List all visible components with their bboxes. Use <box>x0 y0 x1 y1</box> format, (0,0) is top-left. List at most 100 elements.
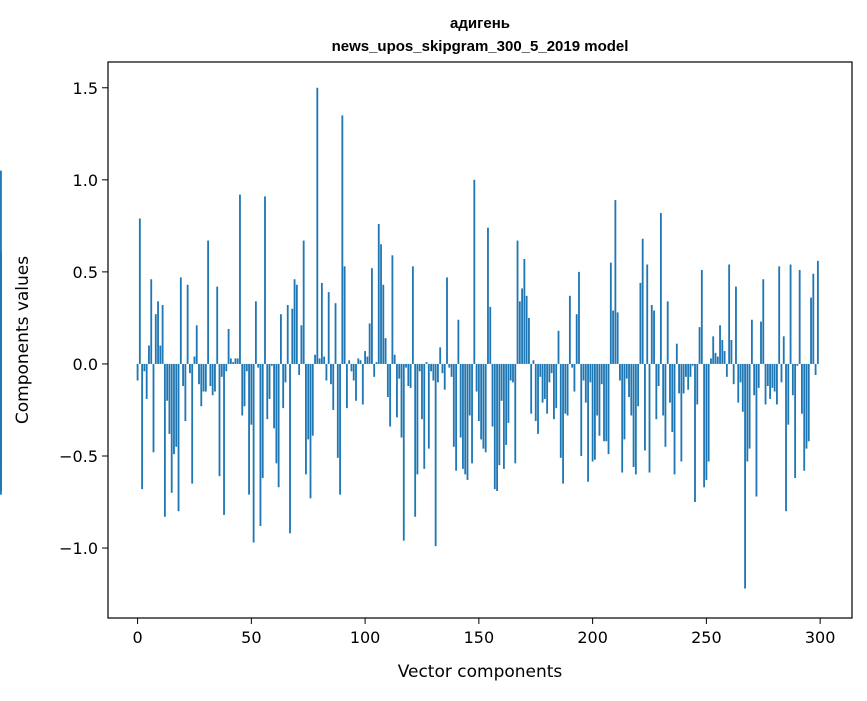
bar <box>512 364 514 382</box>
bar <box>225 364 227 371</box>
bar <box>198 364 200 384</box>
bar <box>166 364 168 401</box>
bar <box>501 364 503 401</box>
bar <box>612 311 614 364</box>
bar <box>398 364 400 379</box>
bar <box>624 364 626 439</box>
bar <box>530 364 532 414</box>
bar <box>212 364 214 395</box>
bar <box>783 336 785 364</box>
bar <box>630 364 632 416</box>
bar <box>496 364 498 491</box>
bar <box>669 364 671 403</box>
bar <box>157 301 159 364</box>
bar <box>189 364 191 373</box>
bar <box>278 364 280 487</box>
bar <box>464 364 466 474</box>
bar <box>323 357 325 364</box>
bar <box>796 364 798 366</box>
bar <box>676 344 678 364</box>
bar <box>635 364 637 474</box>
bar <box>448 364 450 368</box>
bar <box>767 364 769 386</box>
bar <box>644 364 646 451</box>
bar <box>280 314 282 364</box>
bar <box>194 357 196 364</box>
bar <box>435 364 437 546</box>
bar <box>362 364 364 405</box>
bar <box>564 364 566 414</box>
bar <box>244 364 246 406</box>
x-tick-label: 300 <box>805 628 836 647</box>
bar <box>685 364 687 377</box>
bar <box>187 285 189 364</box>
bar <box>387 364 389 397</box>
bar <box>335 303 337 364</box>
bar <box>724 351 726 364</box>
bar <box>815 364 817 375</box>
bar <box>182 364 184 386</box>
bar <box>385 338 387 364</box>
bar <box>453 364 455 447</box>
bar <box>457 320 459 364</box>
bar <box>771 364 773 388</box>
bar <box>391 255 393 364</box>
bar <box>539 364 541 377</box>
bar <box>394 355 396 364</box>
bar <box>153 364 155 452</box>
bar <box>617 312 619 364</box>
bar <box>508 364 510 423</box>
bar <box>694 364 696 502</box>
bar <box>758 364 760 388</box>
bar <box>687 364 689 390</box>
bar <box>162 305 164 364</box>
bar <box>214 364 216 392</box>
bar <box>173 364 175 454</box>
bar <box>314 355 316 364</box>
bar <box>776 364 778 405</box>
bar <box>721 340 723 364</box>
bar <box>360 360 362 364</box>
bar <box>558 331 560 364</box>
bar <box>655 364 657 419</box>
bar <box>439 347 441 364</box>
bar <box>719 325 721 364</box>
bar <box>376 362 378 364</box>
bar <box>701 270 703 364</box>
bar <box>296 285 298 364</box>
bar <box>487 228 489 364</box>
bar <box>346 364 348 408</box>
bar <box>355 364 357 401</box>
bar <box>191 364 193 484</box>
bar <box>143 364 145 371</box>
bar <box>451 364 453 377</box>
bar <box>628 364 630 397</box>
bar <box>219 364 221 476</box>
bar <box>164 364 166 517</box>
bar <box>514 364 516 463</box>
bar <box>583 364 585 381</box>
bar <box>271 364 273 366</box>
bar <box>171 364 173 493</box>
bar <box>533 360 535 364</box>
bar <box>560 364 562 458</box>
bar <box>298 364 300 375</box>
bar <box>769 364 771 399</box>
bar <box>476 364 478 392</box>
bar <box>467 364 469 480</box>
bar <box>209 364 211 386</box>
bar <box>462 364 464 469</box>
bar <box>471 364 473 463</box>
x-axis-label: Vector components <box>398 662 563 682</box>
bar <box>542 364 544 403</box>
bar <box>232 362 234 364</box>
bar <box>339 364 341 495</box>
bar <box>148 346 150 364</box>
bar <box>221 364 223 377</box>
bar <box>765 364 767 405</box>
bar <box>703 364 705 487</box>
bar <box>207 241 209 364</box>
bar <box>708 364 710 462</box>
bar <box>196 325 198 364</box>
